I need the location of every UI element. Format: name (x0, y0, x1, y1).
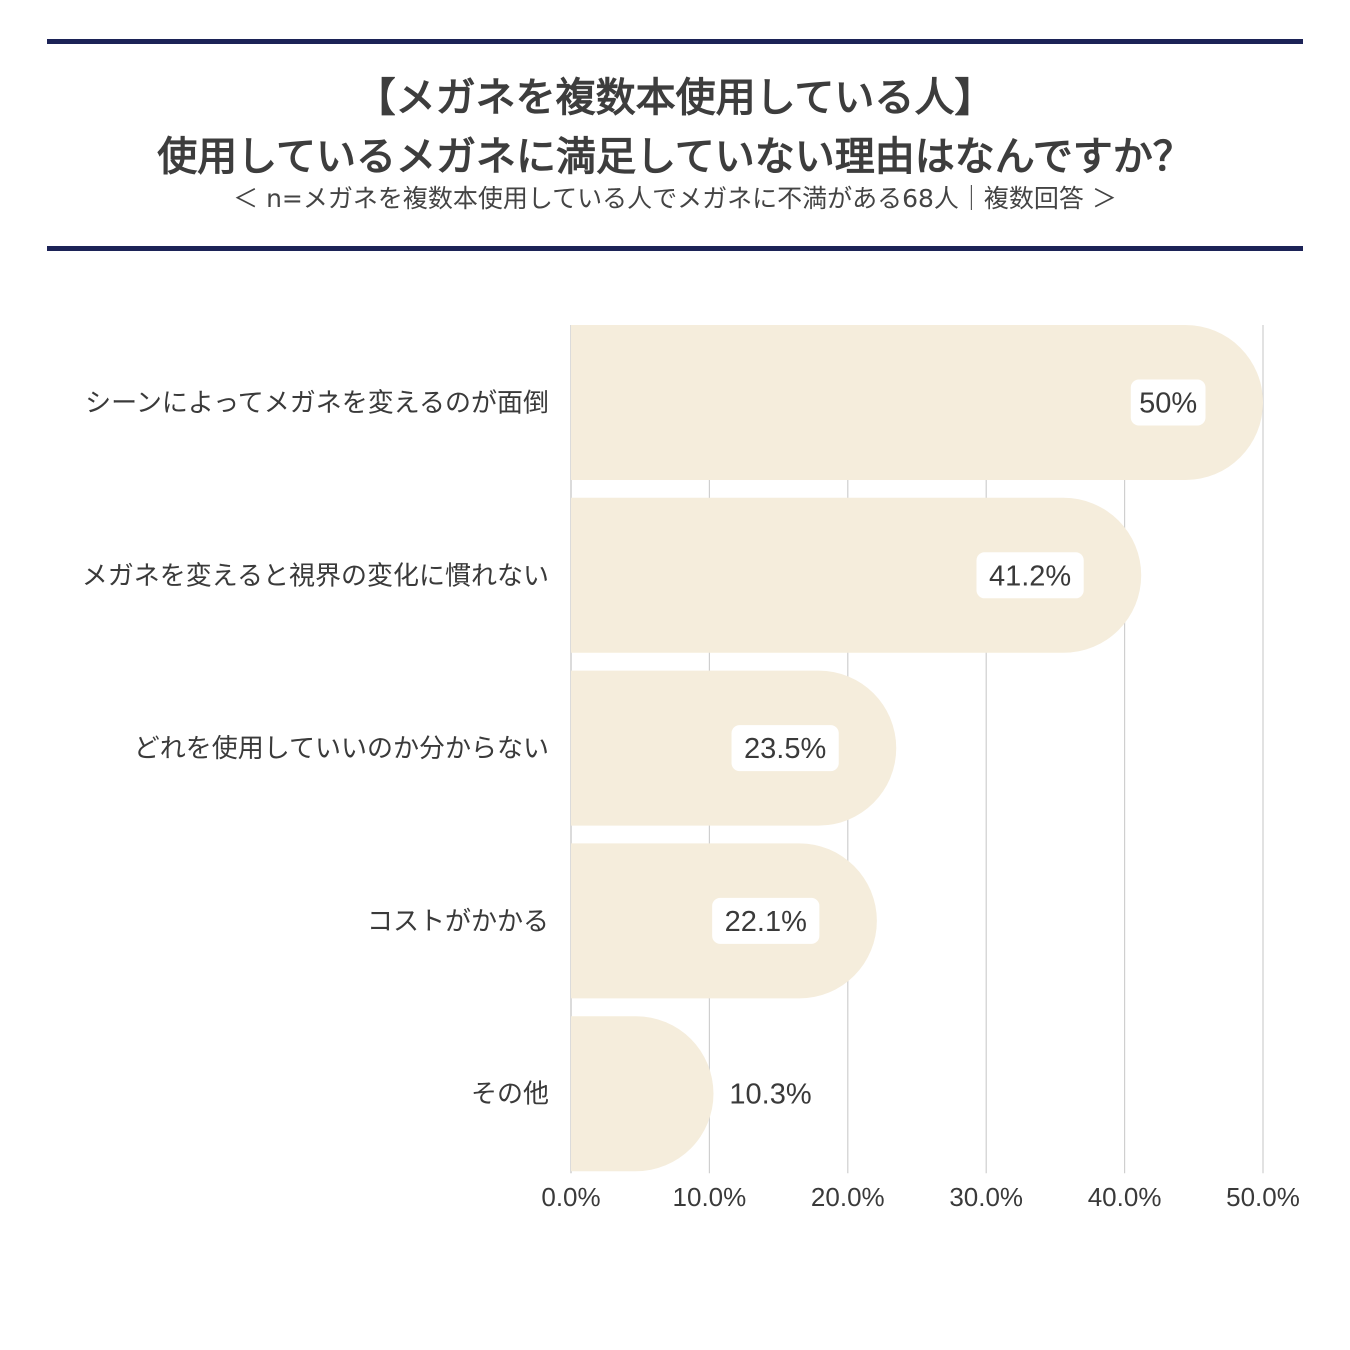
x-tick-label: 0.0% (541, 1182, 600, 1212)
value-label: 50% (1139, 388, 1197, 420)
chart-title-line2: 使用しているメガネに満足していない理由はなんですか？ (157, 134, 1193, 180)
value-label-box (731, 725, 839, 772)
bar (571, 1016, 714, 1172)
x-tick-label: 40.0% (1088, 1182, 1162, 1212)
bar (571, 497, 1142, 653)
header-rule-top (47, 39, 1303, 44)
value-label: 22.1% (725, 906, 807, 938)
x-tick-label: 30.0% (949, 1182, 1023, 1212)
bar (571, 325, 1263, 480)
value-label-box (712, 897, 820, 944)
header-rule-bottom (47, 246, 1303, 251)
value-label: 23.5% (744, 733, 826, 765)
category-label: その他 (471, 1080, 549, 1110)
category-label: どれを使用していいのか分からない (134, 734, 549, 764)
category-label: メガネを変えると視界の変化に慣れない (82, 561, 549, 591)
x-tick-label: 50.0% (1226, 1182, 1300, 1212)
category-label: コストがかかる (367, 907, 549, 937)
chart-title-line1: 【メガネを複数本使用している人】 (355, 75, 995, 121)
value-label: 41.2% (989, 560, 1071, 592)
x-tick-label: 10.0% (673, 1182, 747, 1212)
x-tick-label: 20.0% (811, 1182, 885, 1212)
value-label: 10.3% (729, 1079, 811, 1111)
value-label-box (1130, 379, 1206, 426)
chart-subtitle: ＜ n=メガネを複数本使用している人でメガネに不満がある68人｜複数回答 ＞ (233, 184, 1117, 213)
category-label: シーンによってメガネを変えるのが面倒 (85, 389, 549, 419)
value-label-box (976, 552, 1084, 599)
